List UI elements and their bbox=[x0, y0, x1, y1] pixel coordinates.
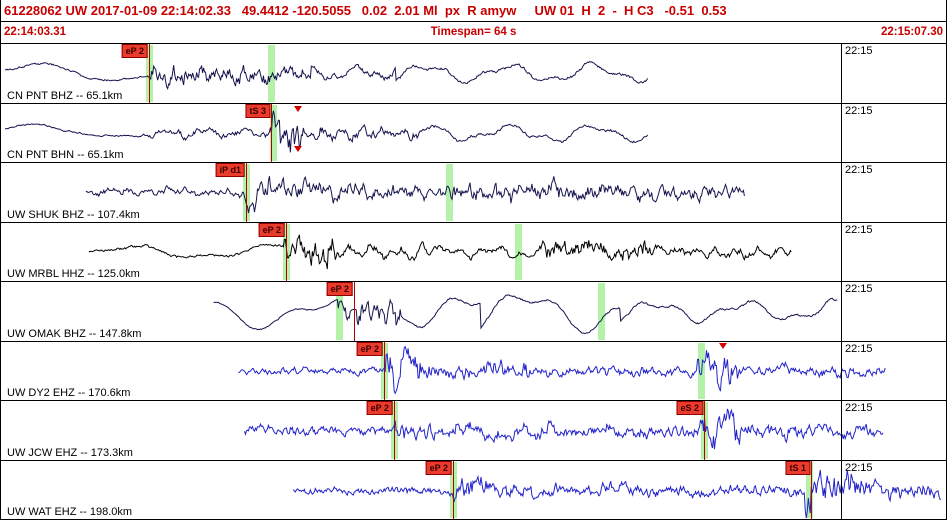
waveform[interactable] bbox=[1, 461, 946, 520]
waveform[interactable] bbox=[1, 401, 946, 460]
time-label: 22:15 bbox=[845, 342, 873, 355]
station-label: CN PNT BHZ -- 65.1km bbox=[7, 89, 123, 102]
pick-line bbox=[811, 460, 812, 519]
time-label: 22:15 bbox=[845, 104, 873, 117]
trace-row[interactable]: 22:15 UW WAT EHZ -- 198.0km eP 2 tS 1 bbox=[1, 460, 946, 520]
window-start-time: 22:14:03.31 bbox=[4, 26, 67, 38]
pick-flag[interactable]: eP 2 bbox=[366, 401, 393, 415]
pick-line bbox=[704, 401, 705, 460]
time-tick bbox=[841, 282, 842, 341]
pick-flag[interactable]: iP d1 bbox=[215, 163, 245, 177]
trace-row[interactable]: 22:15 UW DY2 EHZ -- 170.6km eP 2 bbox=[1, 341, 946, 401]
time-tick bbox=[841, 222, 842, 281]
time-tick bbox=[841, 44, 842, 103]
trace-row[interactable]: 22:15 UW OMAK BHZ -- 147.8km eP 2 bbox=[1, 282, 946, 342]
time-label: 22:15 bbox=[845, 45, 873, 57]
timespan-label: Timespan= 64 s bbox=[430, 26, 517, 38]
time-label: 22:15 bbox=[845, 164, 873, 176]
waveform[interactable] bbox=[1, 104, 946, 163]
arrival-marker-icon bbox=[719, 342, 727, 349]
time-tick bbox=[841, 401, 842, 460]
trace-panel: 22:15 CN PNT BHZ -- 65.1km eP 2 22:15 CN… bbox=[1, 44, 946, 520]
trace-row[interactable]: 22:15 UW MRBL HHZ -- 125.0km eP 2 bbox=[1, 222, 946, 282]
pick-flag[interactable]: eS 2 bbox=[676, 401, 703, 415]
waveform[interactable] bbox=[1, 44, 946, 103]
time-label: 22:15 bbox=[845, 223, 873, 236]
trace-row[interactable]: 22:15 CN PNT BHN -- 65.1km tS 3 bbox=[1, 103, 946, 163]
station-label: UW OMAK BHZ -- 147.8km bbox=[7, 327, 142, 340]
pick-line bbox=[246, 163, 247, 222]
trace-row[interactable]: 22:15 UW SHUK BHZ -- 107.4km iP d1 bbox=[1, 163, 946, 223]
time-label: 22:15 bbox=[845, 283, 873, 295]
phase-window-highlight bbox=[336, 283, 343, 340]
pick-flag[interactable]: eP 2 bbox=[326, 282, 353, 296]
pick-flag[interactable]: tS 3 bbox=[245, 103, 270, 118]
phase-window-highlight bbox=[806, 461, 813, 518]
phase-window-highlight bbox=[446, 164, 453, 221]
station-label: UW SHUK BHZ -- 107.4km bbox=[7, 208, 140, 221]
time-tick bbox=[841, 163, 842, 222]
time-label: 22:15 bbox=[845, 461, 873, 474]
time-label: 22:15 bbox=[845, 402, 873, 414]
phase-window-highlight bbox=[598, 283, 605, 340]
station-label: UW WAT EHZ -- 198.0km bbox=[7, 506, 133, 518]
waveform[interactable] bbox=[1, 223, 946, 282]
station-label: UW JCW EHZ -- 173.3km bbox=[7, 446, 133, 459]
pick-flag[interactable]: tS 1 bbox=[785, 460, 810, 475]
time-tick bbox=[841, 341, 842, 400]
pick-flag[interactable]: eP 2 bbox=[121, 44, 148, 58]
waveform[interactable] bbox=[1, 342, 946, 401]
pick-line bbox=[453, 460, 454, 519]
phase-window-highlight bbox=[268, 45, 275, 102]
phase-window-highlight bbox=[270, 104, 277, 161]
time-tick bbox=[841, 460, 842, 519]
event-header: 61228062 UW 2017-01-09 22:14:02.33 49.44… bbox=[1, 0, 946, 22]
station-label: CN PNT BHN -- 65.1km bbox=[7, 149, 124, 161]
time-tick bbox=[841, 103, 842, 162]
pick-line bbox=[286, 222, 287, 281]
pick-flag[interactable]: eP 2 bbox=[356, 341, 383, 356]
pick-line bbox=[149, 44, 150, 103]
pick-line bbox=[271, 103, 272, 162]
trace-row[interactable]: 22:15 CN PNT BHZ -- 65.1km eP 2 bbox=[1, 44, 946, 104]
pick-line bbox=[394, 401, 395, 460]
pick-flag[interactable]: eP 2 bbox=[425, 460, 452, 475]
arrival-marker-icon bbox=[294, 105, 302, 112]
waveform[interactable] bbox=[1, 163, 946, 222]
pick-line bbox=[354, 282, 355, 341]
station-label: UW DY2 EHZ -- 170.6km bbox=[7, 387, 131, 399]
window-end-time: 22:15:07.30 bbox=[880, 26, 943, 38]
arrival-marker-icon bbox=[294, 145, 302, 152]
trace-row[interactable]: 22:15 UW JCW EHZ -- 173.3km eP 2 eS 2 bbox=[1, 401, 946, 461]
station-label: UW MRBL HHZ -- 125.0km bbox=[7, 268, 140, 280]
pick-line bbox=[384, 341, 385, 400]
pick-flag[interactable]: eP 2 bbox=[258, 222, 285, 237]
waveform[interactable] bbox=[1, 282, 946, 341]
time-span-bar: 22:14:03.31 Timespan= 64 s 22:15:07.30 bbox=[1, 22, 946, 44]
